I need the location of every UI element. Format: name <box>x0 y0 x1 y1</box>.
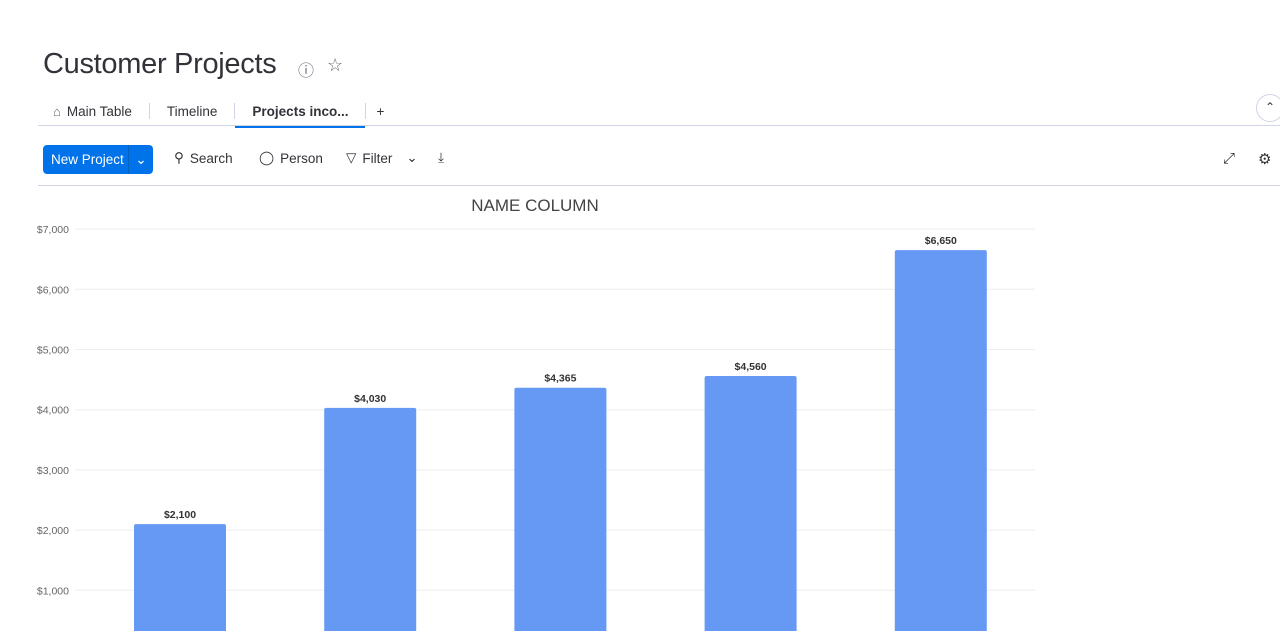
person-icon: ◯ <box>259 150 275 165</box>
y-tick-label: $5,000 <box>37 345 69 357</box>
settings-button[interactable]: ⚙ <box>1258 150 1271 168</box>
add-tab-button[interactable]: + <box>376 103 385 119</box>
expand-icon: ⤢ <box>1223 150 1236 167</box>
chevron-down-icon[interactable]: ⌄ <box>406 150 418 165</box>
collapse-header-button[interactable]: ⌃ <box>1256 94 1280 122</box>
person-filter-button[interactable]: ◯ Person <box>259 150 323 166</box>
divider <box>148 103 150 119</box>
chart-title: NAME COLUMN <box>471 196 599 215</box>
filter-icon: ▽ <box>346 150 357 165</box>
bar[interactable] <box>514 387 607 631</box>
bar[interactable] <box>704 375 797 631</box>
data-label: $6,650 <box>925 235 957 247</box>
chevron-down-icon[interactable]: ⌄ <box>128 145 153 174</box>
board-title: Customer Projects <box>43 48 277 80</box>
info-icon[interactable]: ⓘ <box>298 63 315 80</box>
bar[interactable] <box>894 250 987 631</box>
fullscreen-button[interactable]: ⤢ <box>1223 150 1235 167</box>
download-icon: ⤓ <box>438 150 444 165</box>
y-tick-label: $7,000 <box>37 224 69 236</box>
tab-main-table[interactable]: ⌂ Main Table <box>53 103 132 119</box>
data-label: $4,365 <box>544 373 576 385</box>
y-tick-label: $1,000 <box>37 585 69 597</box>
bar[interactable] <box>134 524 226 631</box>
download-button[interactable]: ⤓ <box>438 150 444 166</box>
y-tick-label: $3,000 <box>37 465 69 477</box>
data-label: $4,560 <box>735 361 767 373</box>
data-label: $2,100 <box>164 509 196 521</box>
star-icon[interactable]: ☆ <box>327 55 344 75</box>
home-icon: ⌂ <box>53 103 61 119</box>
data-label: $4,030 <box>354 393 386 405</box>
search-button[interactable]: ⚲ Search <box>174 150 233 166</box>
y-tick-label: $4,000 <box>37 405 69 417</box>
divider <box>365 103 367 119</box>
y-tick-label: $6,000 <box>37 284 69 296</box>
tab-projects-income[interactable]: Projects inco... <box>235 96 366 128</box>
divider <box>234 103 236 119</box>
gear-icon: ⚙ <box>1258 151 1272 168</box>
search-icon: ⚲ <box>174 150 184 165</box>
divider <box>38 125 1280 126</box>
bar[interactable] <box>324 407 417 631</box>
divider <box>38 185 1280 186</box>
view-tabs: ⌂ Main Table Timeline Projects inco... + <box>43 96 394 128</box>
new-project-button[interactable]: New Project ⌄ <box>43 145 153 174</box>
filter-button[interactable]: ▽ Filter ⌄ <box>346 150 418 166</box>
y-tick-label: $2,000 <box>37 525 69 537</box>
tab-timeline[interactable]: Timeline <box>166 103 218 119</box>
